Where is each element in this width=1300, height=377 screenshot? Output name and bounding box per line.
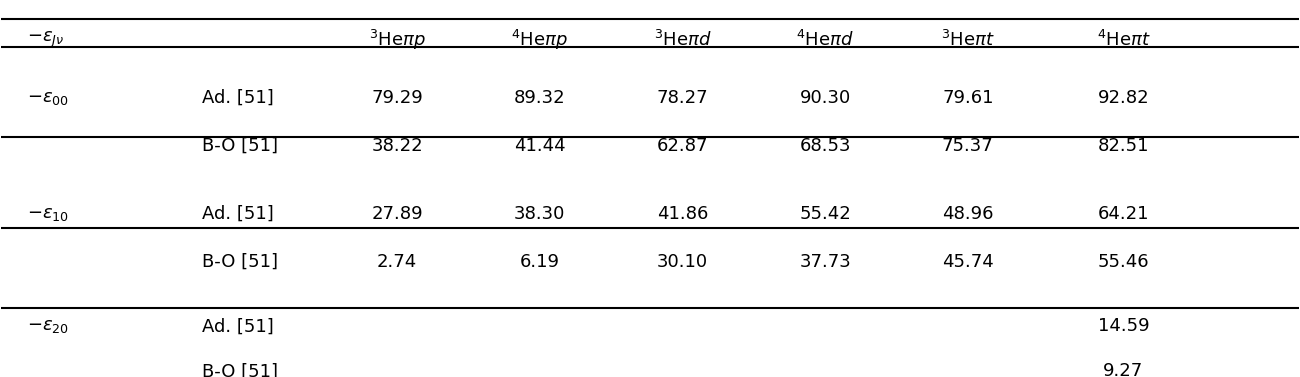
Text: B-O [51]: B-O [51] — [203, 253, 278, 271]
Text: 79.61: 79.61 — [942, 89, 993, 107]
Text: 90.30: 90.30 — [800, 89, 850, 107]
Text: 75.37: 75.37 — [942, 137, 993, 155]
Text: 79.29: 79.29 — [372, 89, 422, 107]
Text: Ad. [51]: Ad. [51] — [203, 89, 274, 107]
Text: $^{3}$He$\pi t$: $^{3}$He$\pi t$ — [941, 30, 994, 50]
Text: 14.59: 14.59 — [1097, 317, 1149, 335]
Text: 41.44: 41.44 — [514, 137, 566, 155]
Text: $^{4}$He$\pi d$: $^{4}$He$\pi d$ — [797, 30, 854, 50]
Text: 6.19: 6.19 — [520, 253, 560, 271]
Text: 82.51: 82.51 — [1097, 137, 1149, 155]
Text: 55.46: 55.46 — [1097, 253, 1149, 271]
Text: $^{3}$He$\pi p$: $^{3}$He$\pi p$ — [369, 28, 425, 52]
Text: 78.27: 78.27 — [656, 89, 708, 107]
Text: 38.22: 38.22 — [372, 137, 422, 155]
Text: 45.74: 45.74 — [942, 253, 993, 271]
Text: Ad. [51]: Ad. [51] — [203, 317, 274, 335]
Text: 92.82: 92.82 — [1097, 89, 1149, 107]
Text: $-\varepsilon_{J\nu}$: $-\varepsilon_{J\nu}$ — [27, 30, 65, 50]
Text: Ad. [51]: Ad. [51] — [203, 205, 274, 223]
Text: $-\varepsilon_{10}$: $-\varepsilon_{10}$ — [27, 205, 69, 223]
Text: $^{4}$He$\pi p$: $^{4}$He$\pi p$ — [511, 28, 568, 52]
Text: $-\varepsilon_{20}$: $-\varepsilon_{20}$ — [27, 317, 69, 335]
Text: 89.32: 89.32 — [514, 89, 566, 107]
Text: B-O [51]: B-O [51] — [203, 137, 278, 155]
Text: $-\varepsilon_{00}$: $-\varepsilon_{00}$ — [27, 89, 69, 107]
Text: $^{3}$He$\pi d$: $^{3}$He$\pi d$ — [654, 30, 711, 50]
Text: 55.42: 55.42 — [800, 205, 852, 223]
Text: 38.30: 38.30 — [514, 205, 566, 223]
Text: 30.10: 30.10 — [656, 253, 708, 271]
Text: 64.21: 64.21 — [1097, 205, 1149, 223]
Text: $^{4}$He$\pi t$: $^{4}$He$\pi t$ — [1097, 30, 1150, 50]
Text: 48.96: 48.96 — [942, 205, 993, 223]
Text: 2.74: 2.74 — [377, 253, 417, 271]
Text: 27.89: 27.89 — [372, 205, 422, 223]
Text: B-O [51]: B-O [51] — [203, 362, 278, 377]
Text: 62.87: 62.87 — [656, 137, 708, 155]
Text: 68.53: 68.53 — [800, 137, 852, 155]
Text: 41.86: 41.86 — [656, 205, 708, 223]
Text: 9.27: 9.27 — [1104, 362, 1144, 377]
Text: 37.73: 37.73 — [800, 253, 852, 271]
